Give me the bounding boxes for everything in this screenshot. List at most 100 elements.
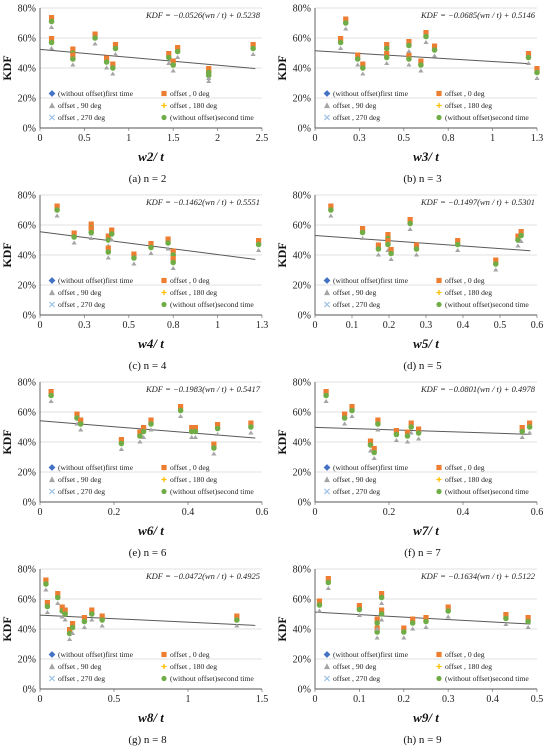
data-point-offset90 xyxy=(206,79,212,83)
trend-equation: KDF = −0.1983(wn / t) + 0.5417 xyxy=(145,384,261,394)
data-point xyxy=(374,620,380,626)
x-tick-label: 0.5 xyxy=(123,320,136,331)
data-point-offset xyxy=(170,248,176,254)
data-point-offset90 xyxy=(328,213,334,218)
data-point xyxy=(137,433,143,439)
data-point-offset xyxy=(69,621,76,627)
legend-label: offset , 180 deg xyxy=(170,288,217,297)
data-point-offset90 xyxy=(148,427,154,432)
data-point xyxy=(170,62,176,68)
legend-marker xyxy=(48,114,56,121)
legend-label: offset , 0 deg xyxy=(445,650,485,659)
legend-marker xyxy=(161,675,167,682)
data-point xyxy=(341,415,348,421)
x-tick-label: 0 xyxy=(313,320,318,331)
data-point-offset90 xyxy=(118,447,124,451)
data-point xyxy=(388,250,394,257)
data-point-offset90 xyxy=(374,635,380,640)
x-axis-label: w5/ t xyxy=(413,336,439,351)
data-point xyxy=(250,45,256,52)
data-point xyxy=(148,244,154,251)
legend-marker xyxy=(436,675,442,682)
data-point-offset xyxy=(131,251,137,257)
y-tick-label: 20% xyxy=(293,655,311,666)
data-point-offset90 xyxy=(170,68,176,73)
panel-caption: (g) n = 8 xyxy=(128,734,167,746)
x-tick-label: 1 xyxy=(215,320,220,331)
y-tick-label: 40% xyxy=(293,625,311,636)
data-point xyxy=(383,54,390,61)
trend-equation: KDF = −0.0472(wn / t) + 0.4925 xyxy=(145,571,260,581)
x-tick-label: 0 xyxy=(313,133,318,144)
data-point-offset90 xyxy=(407,227,413,231)
y-tick-label: 60% xyxy=(293,34,311,45)
x-tick-label: 0.3 xyxy=(353,133,366,144)
data-point-offset90 xyxy=(325,586,331,590)
data-point-offset90 xyxy=(92,41,98,46)
legend-marker xyxy=(48,301,56,308)
x-tick-label: 0 xyxy=(313,507,318,518)
data-point-offset xyxy=(343,16,349,22)
data-point-offset90 xyxy=(375,427,381,432)
data-point-offset90 xyxy=(170,266,176,270)
x-tick-label: 1.3 xyxy=(531,133,544,144)
data-point-offset90 xyxy=(70,62,76,67)
x-tick-label: 2.5 xyxy=(256,133,269,144)
legend-label: offset , 90 deg xyxy=(333,662,377,671)
data-point-offset xyxy=(248,420,254,426)
x-tick-label: 0 xyxy=(38,507,43,518)
data-point-offset90 xyxy=(393,438,399,442)
legend-label: offset , 90 deg xyxy=(333,475,377,484)
chart-panel-4: 0% 20% 40% 60% 80% 0 0.1 0.2 0.3 0.4 0.5 0.6 KDF w5/ … xyxy=(275,191,543,373)
data-point-offset90 xyxy=(48,399,54,403)
data-point-offset90 xyxy=(69,631,76,635)
data-point-offset xyxy=(534,66,540,72)
data-point-offset xyxy=(385,232,391,238)
data-point-offset xyxy=(105,233,111,239)
data-point xyxy=(43,581,49,587)
x-axis-label: w2/ t xyxy=(138,149,164,164)
data-point xyxy=(174,48,181,55)
data-point xyxy=(413,246,420,252)
panel-caption: (h) n = 9 xyxy=(403,734,442,746)
data-point xyxy=(359,229,366,236)
data-point xyxy=(192,428,199,435)
legend-label: (without offset)second time xyxy=(445,487,529,496)
legend-label: offset , 180 deg xyxy=(445,662,492,671)
data-point-offset xyxy=(393,428,399,434)
legend-label: (without offset)second time xyxy=(170,487,254,496)
data-point-offset xyxy=(170,256,176,262)
legend-marker xyxy=(436,663,442,670)
x-axis-label: w8/ t xyxy=(138,710,164,725)
data-point-offset xyxy=(88,221,94,227)
data-point-offset90 xyxy=(416,436,422,441)
legend-label: offset , 270 deg xyxy=(58,300,105,309)
y-tick-label: 20% xyxy=(18,655,36,666)
trend-equation: KDF = −0.1462(wn / t) + 0.5551 xyxy=(145,197,260,207)
data-point-offset90 xyxy=(59,614,65,619)
data-point xyxy=(48,392,54,399)
data-point-offset xyxy=(92,31,98,37)
data-point xyxy=(406,56,412,62)
data-point xyxy=(525,54,532,61)
y-tick-label: 60% xyxy=(293,595,311,606)
y-tick-label: 0% xyxy=(23,498,36,509)
data-point xyxy=(234,617,240,623)
trendline xyxy=(39,420,256,439)
data-point-offset xyxy=(384,51,390,57)
y-axis-label: KDF xyxy=(0,616,14,641)
x-tick-label: 0.4 xyxy=(486,694,499,705)
data-point-offset xyxy=(388,247,394,253)
legend-marker xyxy=(161,289,167,296)
x-tick-label: 0.2 xyxy=(398,694,411,705)
data-point xyxy=(255,241,262,248)
data-point-offset xyxy=(431,43,438,49)
legend-label: (without offset)first time xyxy=(333,276,409,285)
y-tick-label: 40% xyxy=(18,625,36,636)
x-tick-label: 0.4 xyxy=(457,507,470,518)
legend-marker xyxy=(323,114,331,121)
data-point xyxy=(342,20,349,26)
x-tick-label: 0.5 xyxy=(78,133,91,144)
trend-equation: KDF = −0.0801(wn / t) + 0.4978 xyxy=(420,384,536,394)
data-point xyxy=(77,421,84,427)
